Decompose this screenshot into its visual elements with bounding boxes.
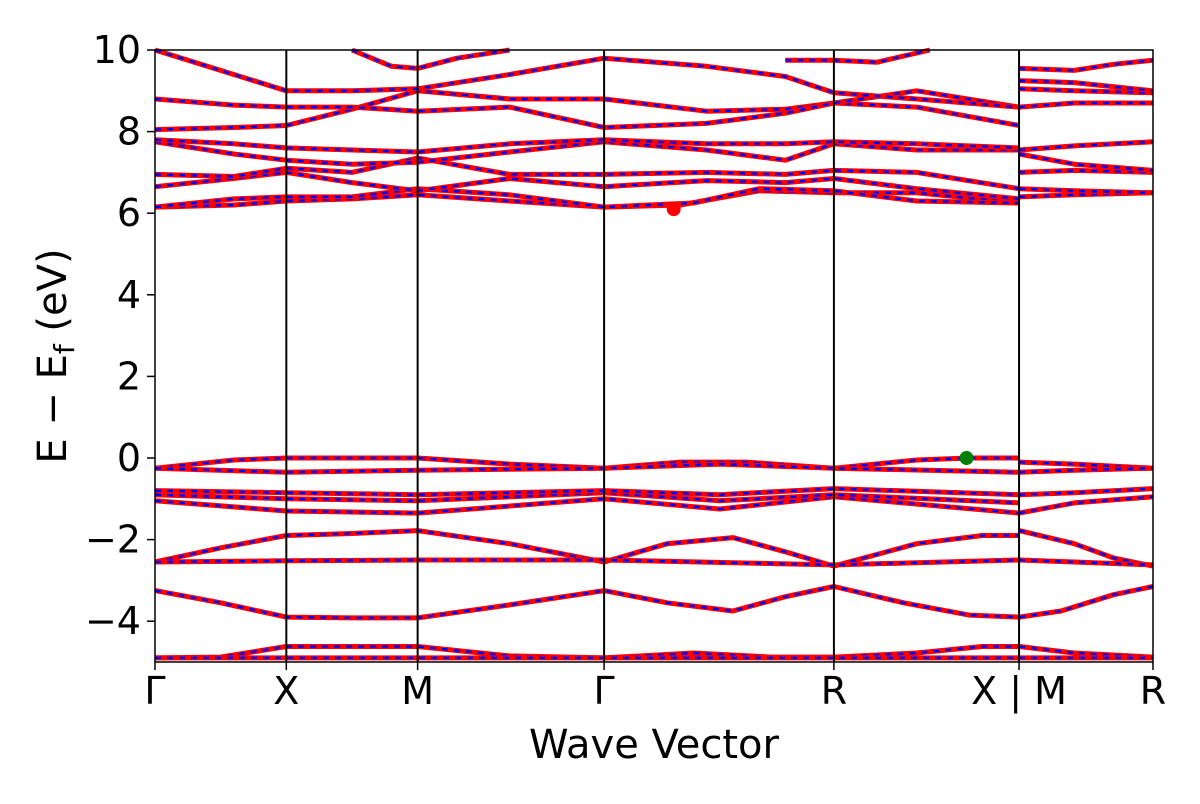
y-axis-label-subscript: f bbox=[48, 343, 81, 354]
band-line-dashed-38 bbox=[1019, 58, 1154, 72]
y-tick-label-3: 2 bbox=[117, 354, 141, 398]
markers-layer bbox=[666, 202, 974, 465]
band-line-dashed-33 bbox=[1018, 152, 1154, 172]
band-line-dashed-14 bbox=[154, 140, 1020, 166]
band-line-dashed-2 bbox=[154, 585, 1020, 620]
y-tick-label-2: 0 bbox=[117, 436, 141, 480]
band-line-23 bbox=[1018, 584, 1154, 620]
y-tick-label-6: 8 bbox=[117, 110, 141, 154]
y-tick-label-4: 4 bbox=[117, 273, 141, 317]
band-line-dashed-4 bbox=[154, 558, 1020, 567]
band-line-dashed-16 bbox=[154, 89, 1020, 131]
band-line-37 bbox=[1019, 78, 1154, 94]
y-tick-label-7: 10 bbox=[93, 28, 141, 72]
y-axis-label: E − Ef (eV) bbox=[30, 248, 81, 463]
x-tick-label-6: R bbox=[1140, 669, 1166, 713]
band-line-dashed-11 bbox=[154, 187, 1020, 209]
band-line-dashed-10 bbox=[154, 189, 1020, 209]
plot-frame bbox=[154, 49, 1154, 663]
vbm-marker bbox=[959, 451, 974, 465]
y-axis-label-main: E − E bbox=[30, 354, 76, 464]
x-tick-label-4: R bbox=[821, 669, 847, 713]
y-tick-label-1: −2 bbox=[85, 518, 141, 562]
kpoint-lines-layer bbox=[285, 50, 1021, 662]
band-line-dashed-13 bbox=[154, 156, 1020, 190]
x-tick-label-5: X | M bbox=[971, 669, 1067, 714]
band-line-dashed-26 bbox=[1018, 495, 1154, 515]
y-ticks-layer: −4 −2 0 2 4 6 8 10 bbox=[85, 28, 155, 643]
band-line-29 bbox=[1019, 465, 1154, 475]
band-line-32 bbox=[1019, 167, 1154, 175]
x-tick-label-0: Γ bbox=[144, 669, 165, 713]
band-line-dashed-3 bbox=[154, 529, 1020, 568]
band-line-dashed-24 bbox=[1018, 529, 1154, 568]
band-line-25 bbox=[1019, 557, 1154, 568]
x-ticks-layer: Γ X M Γ R X | M R bbox=[144, 662, 1166, 714]
band-line-35 bbox=[1018, 100, 1153, 110]
band-line-34 bbox=[1018, 139, 1154, 153]
band-line-dashed-15 bbox=[154, 138, 1020, 154]
band-line-dashed-20 bbox=[785, 48, 931, 64]
x-tick-label-3: Γ bbox=[594, 669, 615, 713]
band-line-dashed-19 bbox=[351, 48, 510, 70]
band-line-dashed-12 bbox=[154, 171, 1020, 201]
band-line-dashed-17 bbox=[154, 89, 1020, 129]
y-axis-label-unit: (eV) bbox=[30, 248, 76, 344]
band-line-dashed-18 bbox=[154, 48, 1020, 109]
band-line-27 bbox=[1019, 486, 1154, 498]
x-tick-label-2: M bbox=[401, 669, 434, 713]
y-tick-label-5: 6 bbox=[117, 191, 141, 235]
y-tick-label-0: −4 bbox=[85, 599, 141, 643]
x-tick-label-1: X bbox=[273, 669, 299, 713]
band-line-31 bbox=[1019, 186, 1154, 196]
band-line-36 bbox=[1019, 86, 1154, 96]
cbm-marker bbox=[666, 202, 681, 217]
x-axis-label: Wave Vector bbox=[529, 722, 780, 768]
